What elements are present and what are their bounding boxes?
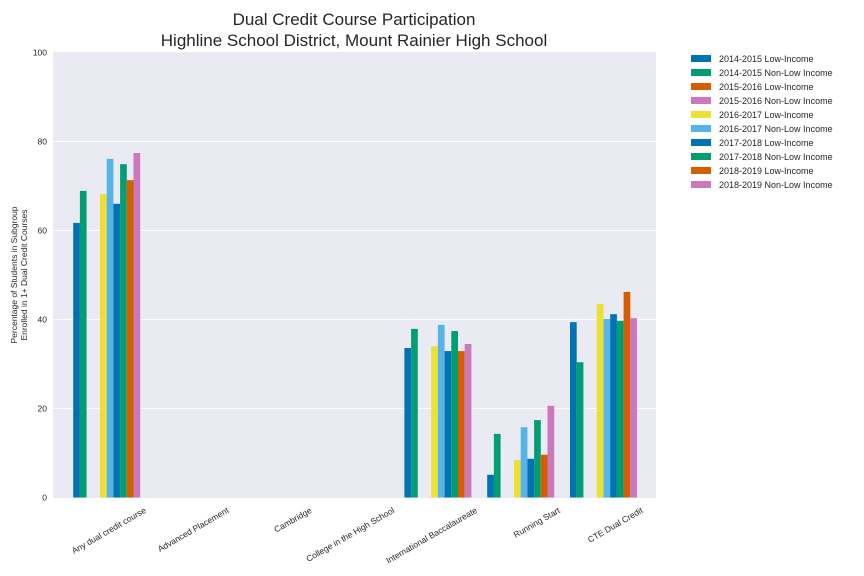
- plot-area: [53, 52, 656, 498]
- bar: [126, 180, 134, 498]
- legend-label: 2014-2015 Low-Income: [719, 54, 814, 64]
- legend-swatch: [691, 139, 711, 146]
- bar: [106, 158, 114, 498]
- legend-swatch: [691, 167, 711, 174]
- bar: [444, 351, 452, 498]
- gridlines: [53, 141, 656, 409]
- bar: [487, 474, 494, 498]
- bar: [630, 318, 637, 498]
- bar: [451, 331, 458, 498]
- x-tick-label: International Baccalaureate: [384, 505, 479, 566]
- bar: [404, 347, 412, 498]
- bar: [113, 203, 121, 498]
- legend-item: 2015-2016 Non-Low Income: [691, 96, 833, 106]
- legend-item: 2017-2018 Low-Income: [691, 138, 814, 148]
- legend-item: 2014-2015 Non-Low Income: [691, 68, 833, 78]
- bar: [603, 319, 611, 498]
- legend-swatch: [691, 55, 711, 62]
- legend-label: 2016-2017 Non-Low Income: [719, 124, 833, 134]
- y-axis-label: Percentage of Students in Subgroup Enroll…: [9, 206, 29, 343]
- x-tick-label: Advanced Placement: [156, 505, 231, 554]
- legend-label: 2014-2015 Non-Low Income: [719, 68, 833, 78]
- legend-label: 2015-2016 Low-Income: [719, 82, 814, 92]
- y-tick-label: 100: [33, 48, 47, 58]
- bar: [547, 405, 555, 498]
- legend-item: 2016-2017 Non-Low Income: [691, 124, 833, 134]
- legend-label: 2018-2019 Non-Low Income: [719, 180, 833, 190]
- bar: [411, 328, 418, 498]
- legend-item: 2015-2016 Low-Income: [691, 82, 814, 92]
- y-axis-ticks: 0 20 40 60 80 100: [33, 48, 47, 503]
- chart-title: Dual Credit Course Participation: [233, 10, 476, 29]
- legend-item: 2018-2019 Low-Income: [691, 166, 814, 176]
- bar: [100, 194, 107, 498]
- legend-swatch: [691, 181, 711, 188]
- bar: [596, 303, 604, 498]
- bar: [120, 164, 127, 498]
- legend-swatch: [691, 125, 711, 132]
- legend-swatch: [691, 97, 711, 104]
- bar: [610, 314, 617, 498]
- bar: [437, 324, 445, 498]
- y-tick-label: 0: [42, 493, 47, 503]
- bar: [520, 427, 528, 498]
- x-tick-label: College in the High School: [304, 505, 396, 564]
- y-axis-label-line: Percentage of Students in Subgroup: [9, 206, 19, 343]
- bars: [73, 153, 637, 498]
- bar: [133, 153, 141, 498]
- bar: [540, 454, 548, 498]
- bar: [431, 346, 438, 498]
- legend-swatch: [691, 83, 711, 90]
- legend-swatch: [691, 153, 711, 160]
- bar: [464, 343, 472, 498]
- chart-subtitle: Highline School District, Mount Rainier …: [161, 31, 547, 50]
- bar: [570, 322, 577, 498]
- bar: [616, 320, 624, 498]
- bar: [623, 291, 631, 498]
- y-tick-label: 80: [38, 137, 48, 147]
- legend-item: 2018-2019 Non-Low Income: [691, 180, 833, 190]
- y-tick-label: 60: [38, 226, 48, 236]
- bar: [576, 362, 584, 498]
- bar: [527, 458, 535, 498]
- y-tick-label: 40: [38, 315, 48, 325]
- bar: [514, 460, 521, 498]
- bar: [79, 190, 87, 498]
- y-tick-label: 20: [38, 404, 48, 414]
- legend-label: 2017-2018 Low-Income: [719, 138, 814, 148]
- legend-label: 2018-2019 Low-Income: [719, 166, 814, 176]
- x-tick-label: Any dual credit course: [70, 505, 148, 556]
- y-axis-label-line: Enrolled in 1+ Dual Credit Courses: [19, 209, 29, 340]
- x-axis-ticks: Any dual credit course Advanced Placement…: [70, 505, 645, 566]
- legend-item: 2016-2017 Low-Income: [691, 110, 814, 120]
- bar: [493, 433, 501, 498]
- bar: [73, 222, 80, 498]
- legend-swatch: [691, 69, 711, 76]
- legend-item: 2017-2018 Non-Low Income: [691, 152, 833, 162]
- legend-swatch: [691, 111, 711, 118]
- legend-label: 2017-2018 Non-Low Income: [719, 152, 833, 162]
- x-tick-label: Running Start: [512, 505, 563, 540]
- x-tick-label: CTE Dual Credit: [586, 505, 645, 545]
- x-tick-label: Cambridge: [272, 505, 313, 535]
- bar: [458, 351, 465, 498]
- legend-label: 2015-2016 Non-Low Income: [719, 96, 833, 106]
- legend-label: 2016-2017 Low-Income: [719, 110, 814, 120]
- legend: 2014-2015 Low-Income 2014-2015 Non-Low In…: [691, 54, 833, 190]
- legend-item: 2014-2015 Low-Income: [691, 54, 814, 64]
- bar: [534, 420, 541, 498]
